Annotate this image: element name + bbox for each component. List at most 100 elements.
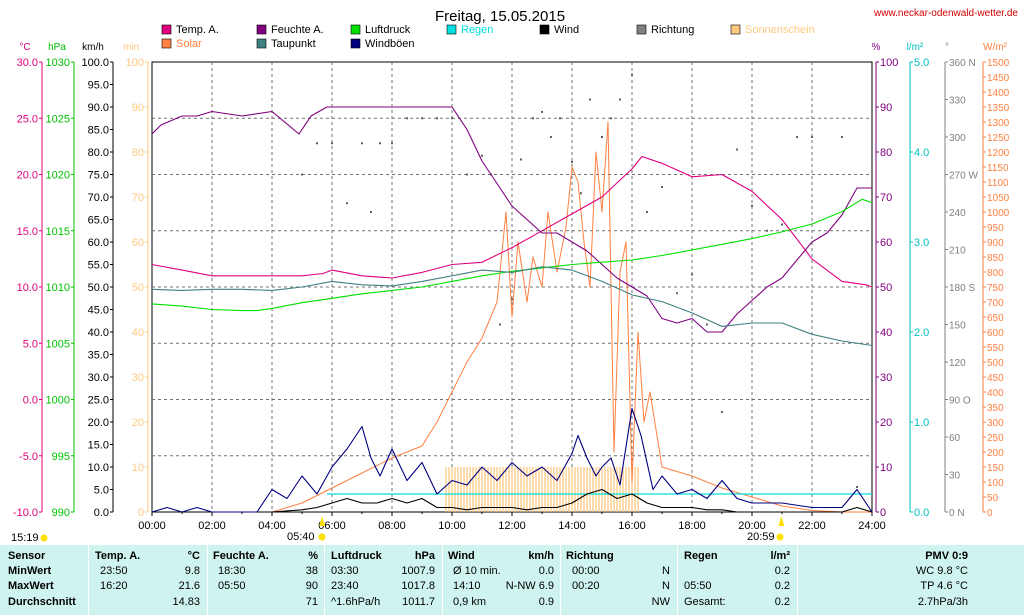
direction-point	[559, 117, 561, 120]
right-axes: % l/m² ° W/m²10090807060504030201005.04.03.…	[872, 42, 1010, 519]
cell-druck-value: 1017.8	[401, 580, 435, 592]
cell-feuchte-value: 71	[305, 596, 318, 608]
row-label: Durchschnitt	[8, 596, 76, 608]
axis-unit-label: W/m²	[983, 42, 1008, 53]
row-label: MaxWert	[8, 580, 54, 592]
axis-tick-label: 950	[987, 223, 1004, 234]
axis-tick-label: 0	[987, 508, 993, 519]
direction-point	[571, 161, 573, 163]
axis-tick-label: 40.0	[88, 327, 109, 339]
axis-tick-label: 30	[949, 471, 961, 482]
series-line-temp-a-	[151, 155, 873, 288]
cell-druck-time: 23:40	[331, 580, 359, 592]
x-tick-label: 22:00	[798, 520, 826, 532]
axis-tick-label: 1000	[987, 208, 1010, 219]
direction-point	[421, 117, 423, 120]
chart-legend: Temp. A. Feuchte A. Luftdruck Regen Wind Rich…	[161, 24, 815, 50]
axis-tick-label: 600	[987, 328, 1004, 339]
axis-tick-label: 10	[132, 462, 144, 474]
x-tick-label: 02:00	[198, 520, 226, 532]
direction-point	[499, 323, 501, 326]
sun-icon-start	[40, 534, 48, 542]
axis-tick-label: 25.0	[88, 395, 109, 407]
axis-tick-label: 1450	[987, 73, 1010, 84]
cell-temp-value: 21.6	[178, 580, 200, 592]
axis-unit-label: l/m²	[907, 42, 924, 53]
direction-point	[316, 142, 318, 145]
statistics-table: Sensor Temp. A. °C Feuchte A. % Luftdruc…	[0, 545, 1024, 615]
cell-temp-time: 23:50	[100, 565, 128, 577]
axis-tick-label: 5.0	[23, 338, 38, 350]
axis-tick-label: 85.0	[88, 125, 109, 137]
cell-druck-time: 03:30	[331, 565, 359, 577]
series-line-luftdruck	[151, 198, 873, 312]
legend-swatch	[350, 38, 361, 49]
header-pmv: PMV 0:9	[925, 550, 968, 562]
legend-swatch	[539, 24, 550, 35]
direction-point	[589, 98, 591, 101]
axis-tick-label: 120	[949, 358, 966, 369]
cell-pmv-value: TP 4.6 °C	[920, 580, 968, 592]
legend-label: Regen	[461, 24, 493, 36]
row-label: MinWert	[8, 565, 52, 577]
cell-richtung-time: 00:00	[572, 565, 600, 577]
cell-wind-max: N-NW 6.9	[505, 580, 554, 592]
direction-point	[451, 117, 453, 120]
x-axis: 00:00 02:00 04:00 06:00 08:00 10:00 12:00 14:00…	[138, 512, 886, 532]
cell-richtung-value: N	[662, 565, 670, 577]
axis-tick-label: 150	[949, 321, 966, 332]
x-tick-label: 08:00	[378, 520, 406, 532]
axis-tick-label: 200	[987, 448, 1004, 459]
axis-tick-label: 1015	[46, 226, 70, 238]
direction-point	[766, 229, 768, 232]
direction-point	[331, 142, 333, 145]
weather-chart: Freitag, 15.05.2015 www.neckar-odenwald-…	[11, 8, 1019, 544]
sunrise-label: 05:40	[287, 531, 315, 543]
axis-tick-label: 40	[132, 327, 144, 339]
axis-tick-label: 1025	[46, 113, 70, 125]
direction-point	[676, 292, 678, 295]
direction-point	[691, 273, 693, 276]
axis-tick-label: 35.0	[88, 350, 109, 362]
sunrise-marker	[319, 516, 326, 526]
axis-tick-label: 10.0	[17, 282, 38, 294]
direction-point	[661, 186, 663, 188]
axis-tick-label: 1005	[46, 338, 70, 350]
cell-druck-value: 1011.7	[402, 596, 435, 608]
direction-point	[706, 323, 708, 326]
axis-tick-label: 995	[52, 451, 70, 463]
series-line-feuchte-a-	[151, 106, 872, 333]
axis-tick-label: 1020	[46, 170, 70, 182]
axis-tick-label: 30	[880, 372, 892, 384]
axis-tick-label: 750	[987, 283, 1004, 294]
axis-tick-label: 240	[949, 208, 966, 219]
axis-tick-label: 20	[132, 417, 144, 429]
axis-tick-label: 3.0	[914, 237, 929, 249]
axis-tick-label: 45.0	[88, 305, 109, 317]
legend-swatch	[161, 24, 172, 35]
legend-label: Solar	[176, 38, 202, 50]
cell-druck-value: 1007.9	[401, 565, 435, 577]
direction-point	[379, 142, 381, 145]
solar-line	[152, 121, 872, 513]
header-temp: Temp. A.	[95, 550, 141, 562]
axis-tick-label: 0 N	[949, 508, 965, 519]
cell-richtung-time: 00:20	[572, 580, 600, 592]
axis-tick-label: 80	[132, 147, 144, 159]
direction-point	[406, 117, 408, 120]
sunrise-icon	[318, 533, 326, 541]
axis-tick-label: 90	[132, 102, 144, 114]
cell-druck-time: ^1.6hPa/h	[331, 596, 381, 608]
legend-swatch	[256, 38, 267, 49]
axis-unit-label: °	[945, 42, 949, 53]
axis-tick-label: 700	[987, 298, 1004, 309]
direction-point	[391, 142, 393, 145]
axis-tick-label: 1100	[987, 178, 1009, 189]
x-tick-label: 20:00	[738, 520, 766, 532]
legend-swatch	[161, 38, 172, 49]
cell-pmv-value: WC 9.8 °C	[915, 565, 968, 577]
axis-tick-label: 65.0	[88, 215, 109, 227]
axis-tick-label: 500	[987, 358, 1004, 369]
x-tick-label: 12:00	[498, 520, 526, 532]
axis-tick-label: -10.0	[13, 507, 38, 519]
